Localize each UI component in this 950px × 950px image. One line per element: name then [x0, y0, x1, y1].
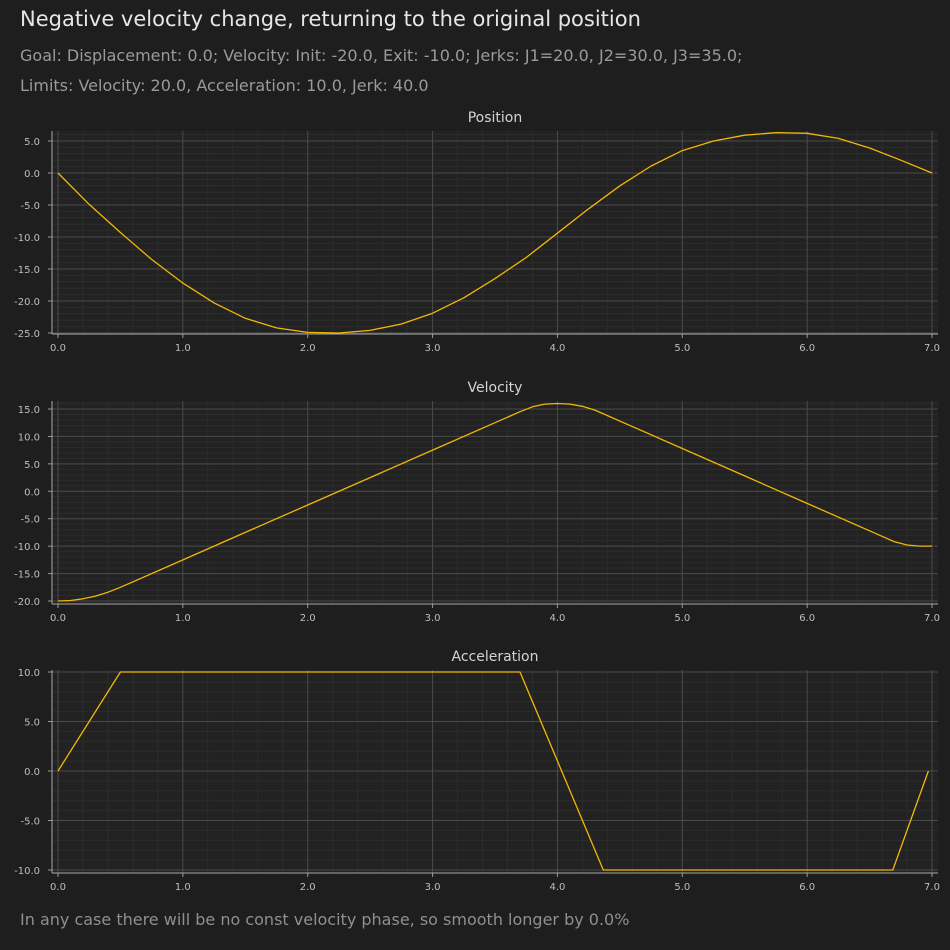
footer-note: In any case there will be no const veloc… [20, 910, 630, 929]
velocity-y-tick-label: -15.0 [14, 570, 40, 581]
acceleration-x-tick-label: 5.0 [674, 882, 690, 893]
position-x-tick-label: 1.0 [175, 343, 191, 354]
page-title: Negative velocity change, returning to t… [20, 7, 641, 31]
position-y-tick-label: -25.0 [14, 329, 40, 340]
acceleration-y-tick-label: 5.0 [24, 718, 40, 729]
limits-description: Limits: Velocity: 20.0, Acceleration: 10… [20, 76, 429, 95]
acceleration-chart-title: Acceleration [452, 649, 539, 665]
position-y-tick-label: -15.0 [14, 265, 40, 276]
acceleration-y-tick-label: 10.0 [18, 668, 40, 679]
acceleration-series-line [57, 671, 930, 871]
velocity-chart-title: Velocity [468, 380, 523, 396]
goal-description: Goal: Displacement: 0.0; Velocity: Init:… [20, 46, 743, 65]
position-x-tick-label: 3.0 [425, 343, 441, 354]
velocity-x-tick-label: 1.0 [175, 613, 191, 624]
position-y-tick-label: 5.0 [24, 137, 40, 148]
velocity-x-tick-label: 5.0 [674, 613, 690, 624]
acceleration-x-tick-label: 4.0 [549, 882, 565, 893]
acceleration-y-tick-label: 0.0 [24, 767, 40, 778]
position-y-tick-label: -10.0 [14, 233, 40, 244]
velocity-y-tick-label: -10.0 [14, 542, 40, 553]
velocity-x-tick-label: 2.0 [300, 613, 316, 624]
position-y-tick-label: 0.0 [24, 169, 40, 180]
position-series-line [57, 132, 933, 334]
position-y-tick-label: -20.0 [14, 297, 40, 308]
position-x-tick-label: 4.0 [549, 343, 565, 354]
velocity-y-tick-label: 10.0 [18, 432, 40, 443]
velocity-y-tick-label: -5.0 [20, 515, 40, 526]
position-chart-title: Position [468, 110, 523, 126]
position-x-tick-label: 7.0 [924, 343, 940, 354]
velocity-x-tick-label: 3.0 [425, 613, 441, 624]
acceleration-x-tick-label: 3.0 [425, 882, 441, 893]
velocity-y-tick-label: 15.0 [18, 405, 40, 416]
acceleration-x-tick-label: 0.0 [50, 882, 66, 893]
velocity-series-line [57, 402, 932, 602]
acceleration-y-tick-label: -10.0 [14, 866, 40, 877]
velocity-y-tick-label: 0.0 [24, 487, 40, 498]
acceleration-y-tick-label: -5.0 [20, 817, 40, 828]
acceleration-x-tick-label: 7.0 [924, 882, 940, 893]
acceleration-x-tick-label: 6.0 [799, 882, 815, 893]
acceleration-x-tick-label: 2.0 [300, 882, 316, 893]
acceleration-x-tick-label: 1.0 [175, 882, 191, 893]
position-x-tick-label: 6.0 [799, 343, 815, 354]
position-plot-area [52, 131, 938, 334]
position-x-tick-label: 5.0 [674, 343, 690, 354]
position-x-tick-label: 2.0 [300, 343, 316, 354]
velocity-x-tick-label: 0.0 [50, 613, 66, 624]
velocity-x-tick-label: 7.0 [924, 613, 940, 624]
position-x-tick-label: 0.0 [50, 343, 66, 354]
position-y-tick-label: -5.0 [20, 201, 40, 212]
velocity-y-tick-label: 5.0 [24, 460, 40, 471]
velocity-x-tick-label: 4.0 [549, 613, 565, 624]
velocity-x-tick-label: 6.0 [799, 613, 815, 624]
velocity-y-tick-label: -20.0 [14, 597, 40, 608]
